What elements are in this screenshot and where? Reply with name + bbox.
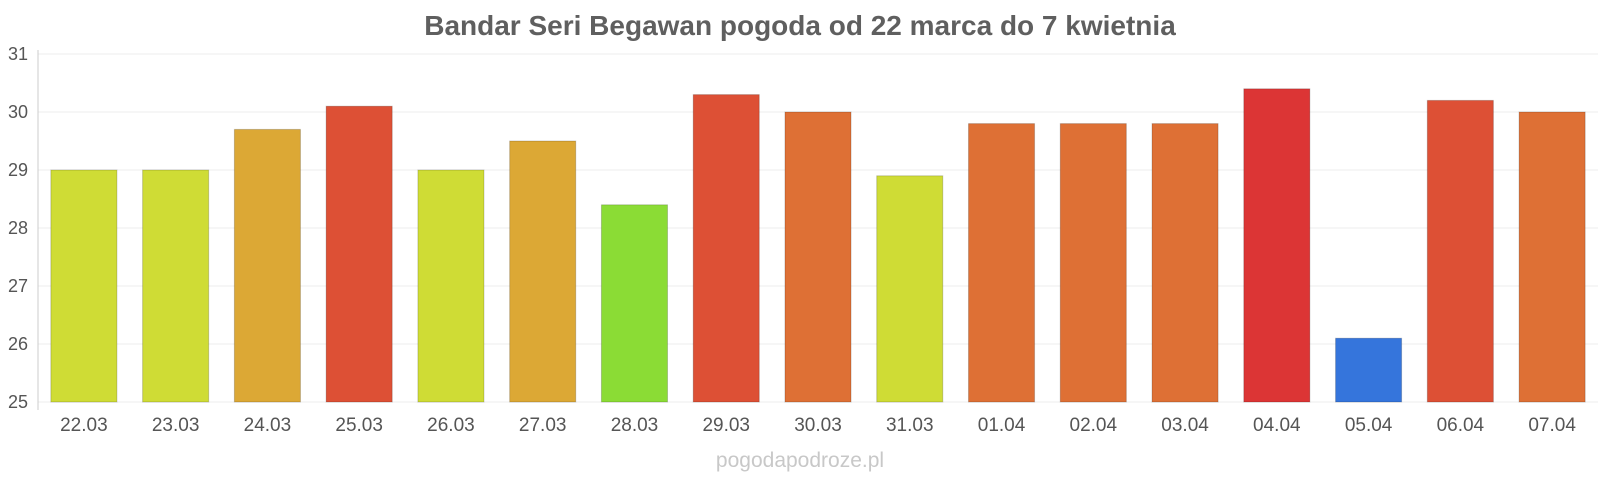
bar bbox=[1243, 88, 1311, 403]
bar bbox=[417, 169, 485, 403]
x-tick-label: 26.03 bbox=[427, 415, 475, 436]
x-tick-label: 28.03 bbox=[611, 415, 659, 436]
x-tick-label: 30.03 bbox=[794, 415, 842, 436]
y-tick-label: 31 bbox=[8, 44, 28, 64]
x-tick-label: 24.03 bbox=[244, 415, 292, 436]
x-tick-label: 02.04 bbox=[1070, 415, 1118, 436]
bar bbox=[325, 105, 393, 403]
bar bbox=[967, 123, 1036, 403]
x-tick-label: 23.03 bbox=[152, 415, 200, 436]
bar bbox=[784, 111, 852, 403]
bar bbox=[600, 204, 669, 403]
y-tick-label: 29 bbox=[8, 160, 28, 180]
y-tick-label: 26 bbox=[8, 334, 28, 354]
x-tick-label: 07.04 bbox=[1528, 415, 1576, 436]
y-tick-label: 27 bbox=[8, 276, 28, 296]
x-tick-label: 27.03 bbox=[519, 415, 567, 436]
x-tick-label: 06.04 bbox=[1437, 415, 1485, 436]
bar bbox=[1335, 337, 1403, 403]
x-tick-label: 22.03 bbox=[60, 415, 108, 436]
bar bbox=[1059, 123, 1127, 403]
y-tick-label: 28 bbox=[8, 218, 28, 238]
x-tick-label: 03.04 bbox=[1161, 415, 1209, 436]
bar bbox=[233, 128, 301, 403]
x-tick-label: 05.04 bbox=[1345, 415, 1393, 436]
x-tick-label: 29.03 bbox=[702, 415, 750, 436]
x-tick-label: 01.04 bbox=[978, 415, 1026, 436]
bars bbox=[50, 88, 1586, 403]
x-tick-labels: 22.03 23.03 24.03 25.03 26.03 27.03 28.03 29.03… bbox=[60, 415, 1576, 436]
bar bbox=[1426, 99, 1494, 403]
x-tick-label: 04.04 bbox=[1253, 415, 1301, 436]
x-tick-label: 31.03 bbox=[886, 415, 934, 436]
chart-title: Bandar Seri Begawan pogoda od 22 marca d… bbox=[424, 10, 1176, 41]
bar bbox=[509, 140, 577, 403]
bar bbox=[142, 169, 210, 403]
y-tick-labels: 25 26 27 28 29 30 31 bbox=[8, 44, 28, 412]
bar bbox=[876, 175, 944, 403]
y-tick-label: 30 bbox=[8, 102, 28, 122]
watermark: pogodapodroze.pl bbox=[715, 449, 885, 472]
bar bbox=[692, 94, 760, 403]
x-tick-label: 25.03 bbox=[335, 415, 383, 436]
bar bbox=[1151, 123, 1219, 403]
y-tick-label: 25 bbox=[8, 392, 28, 412]
bar bbox=[50, 169, 118, 403]
bar bbox=[1518, 111, 1586, 403]
